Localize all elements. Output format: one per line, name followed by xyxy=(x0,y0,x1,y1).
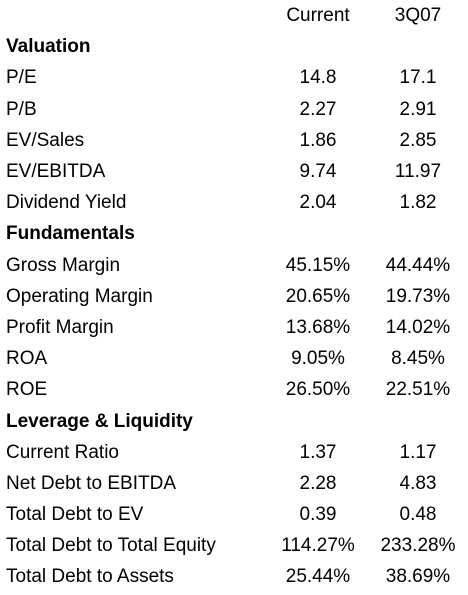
table-row: Net Debt to EBITDA 2.28 4.83 xyxy=(0,468,468,499)
table-row: Dividend Yield 2.04 1.82 xyxy=(0,187,468,218)
current-value: 1.37 xyxy=(299,441,337,463)
prior-value: 1.82 xyxy=(399,192,437,214)
row-label: P/B xyxy=(6,98,37,120)
prior-value: 44.44% xyxy=(385,254,451,276)
prior-value: 1.17 xyxy=(399,441,437,463)
current-value: 26.50% xyxy=(285,379,351,401)
prior-value: 17.1 xyxy=(399,67,437,89)
prior-value: 4.83 xyxy=(399,472,437,494)
row-label: Gross Margin xyxy=(6,254,121,276)
row-label: Total Debt to EV xyxy=(6,504,144,526)
current-value: 2.04 xyxy=(299,192,337,214)
current-value: 9.74 xyxy=(299,161,337,183)
table-row: Total Debt to EV 0.39 0.48 xyxy=(0,499,468,530)
row-label: Net Debt to EBITDA xyxy=(6,472,177,494)
row-label: ROA xyxy=(6,348,48,370)
current-value: 2.27 xyxy=(299,98,337,120)
header-row: Current 3Q07 xyxy=(0,0,468,31)
current-value: 14.8 xyxy=(299,67,337,89)
prior-value: 2.91 xyxy=(399,98,437,120)
column-header-current: Current xyxy=(286,5,350,27)
table-row: P/B 2.27 2.91 xyxy=(0,94,468,125)
row-label: Operating Margin xyxy=(6,285,153,307)
row-label: Profit Margin xyxy=(6,316,114,338)
section-title: Leverage & Liquidity xyxy=(6,410,193,432)
prior-value: 233.28% xyxy=(380,535,456,557)
prior-value: 8.45% xyxy=(391,348,445,370)
prior-value: 19.73% xyxy=(385,285,451,307)
table-row: Operating Margin 20.65% 19.73% xyxy=(0,281,468,312)
table-row: ROA 9.05% 8.45% xyxy=(0,343,468,374)
current-value: 1.86 xyxy=(299,129,337,151)
current-value: 114.27% xyxy=(281,535,355,557)
section-header-fundamentals: Fundamentals xyxy=(0,218,468,249)
table-row: Gross Margin 45.15% 44.44% xyxy=(0,250,468,281)
prior-value: 0.48 xyxy=(399,504,437,526)
table-row: P/E 14.8 17.1 xyxy=(0,62,468,93)
section-header-leverage-liquidity: Leverage & Liquidity xyxy=(0,405,468,436)
row-label: Dividend Yield xyxy=(6,192,127,214)
row-label: ROE xyxy=(6,379,48,401)
prior-value: 2.85 xyxy=(399,129,437,151)
prior-value: 22.51% xyxy=(385,379,451,401)
table-row: Total Debt to Assets 25.44% 38.69% xyxy=(0,561,468,592)
row-label: P/E xyxy=(6,67,37,89)
row-label: Total Debt to Total Equity xyxy=(6,535,216,557)
header-blank-cell xyxy=(0,0,268,31)
prior-value: 38.69% xyxy=(385,566,451,588)
current-value: 20.65% xyxy=(285,285,351,307)
section-header-valuation: Valuation xyxy=(0,31,468,62)
current-value: 25.44% xyxy=(285,566,351,588)
table-row: Current Ratio 1.37 1.17 xyxy=(0,437,468,468)
section-title: Valuation xyxy=(6,36,91,58)
current-value: 2.28 xyxy=(299,472,337,494)
table-row: EV/EBITDA 9.74 11.97 xyxy=(0,156,468,187)
current-value: 9.05% xyxy=(291,348,345,370)
section-title: Fundamentals xyxy=(6,223,135,245)
prior-value: 14.02% xyxy=(385,316,451,338)
prior-value: 11.97 xyxy=(394,161,442,183)
table-row: ROE 26.50% 22.51% xyxy=(0,374,468,405)
current-value: 45.15% xyxy=(285,254,351,276)
current-value: 13.68% xyxy=(285,316,351,338)
column-header-prior: 3Q07 xyxy=(394,5,442,27)
row-label: EV/Sales xyxy=(6,129,85,151)
row-label: EV/EBITDA xyxy=(6,161,106,183)
row-label: Current Ratio xyxy=(6,441,119,463)
table-row: Total Debt to Total Equity 114.27% 233.2… xyxy=(0,530,468,561)
current-value: 0.39 xyxy=(299,504,337,526)
row-label: Total Debt to Assets xyxy=(6,566,174,588)
table-row: Profit Margin 13.68% 14.02% xyxy=(0,312,468,343)
table-row: EV/Sales 1.86 2.85 xyxy=(0,125,468,156)
